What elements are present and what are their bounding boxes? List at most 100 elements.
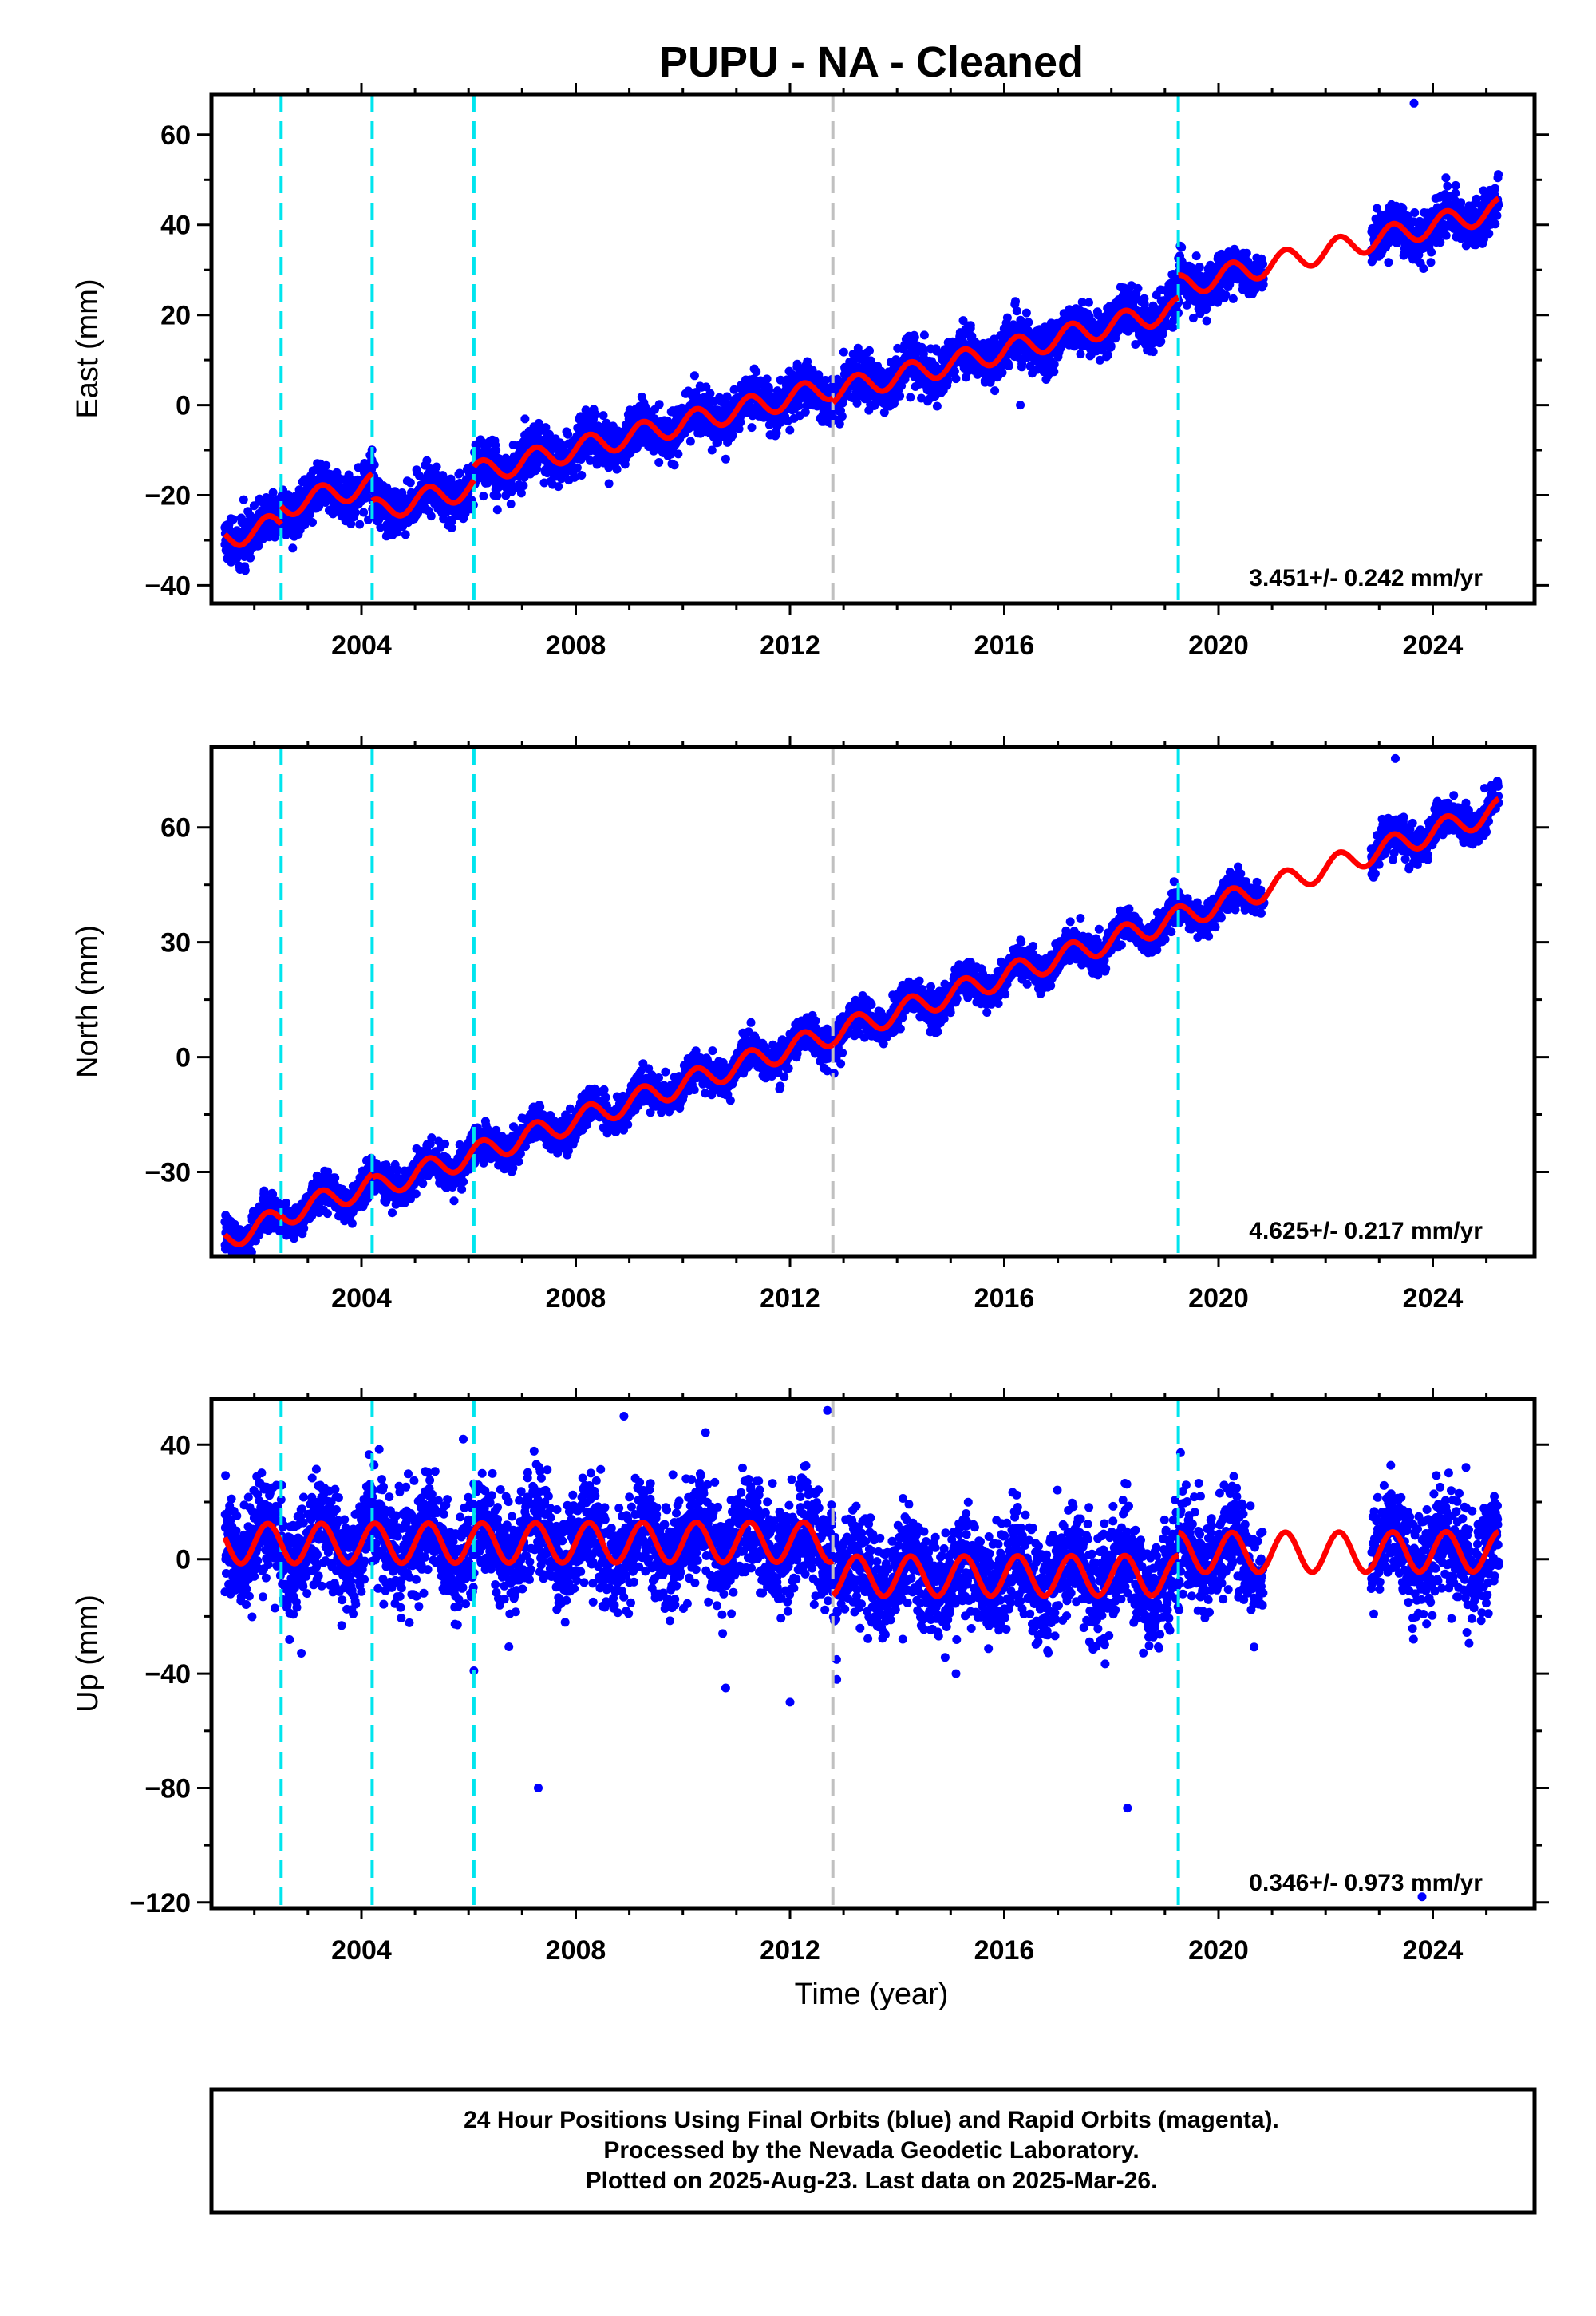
data-point bbox=[254, 541, 263, 551]
y-tick-label: −40 bbox=[144, 571, 191, 601]
data-point bbox=[359, 508, 369, 517]
data-point bbox=[1491, 219, 1500, 229]
data-point bbox=[705, 389, 715, 398]
data-point bbox=[736, 417, 745, 427]
data-point bbox=[1195, 263, 1204, 271]
data-point bbox=[612, 464, 622, 474]
data-point bbox=[1017, 359, 1027, 369]
data-point bbox=[1491, 184, 1499, 193]
x-tick-label: 2004 bbox=[331, 630, 392, 661]
data-point bbox=[563, 429, 573, 439]
data-point bbox=[722, 392, 732, 401]
data-point bbox=[1427, 247, 1436, 257]
data-point bbox=[837, 412, 847, 421]
data-point bbox=[268, 488, 278, 497]
data-point bbox=[685, 437, 695, 446]
data-point bbox=[839, 347, 848, 357]
data-point bbox=[405, 478, 415, 488]
x-tick-label: 2016 bbox=[974, 630, 1035, 661]
data-point bbox=[1441, 231, 1451, 240]
data-point bbox=[534, 418, 543, 428]
data-point bbox=[794, 401, 804, 411]
data-point bbox=[520, 414, 530, 424]
data-point bbox=[611, 457, 620, 467]
data-point bbox=[1106, 342, 1116, 351]
data-point bbox=[422, 456, 432, 465]
x-tick-label: 2020 bbox=[1188, 630, 1249, 661]
data-point bbox=[919, 330, 929, 340]
data-point bbox=[1148, 347, 1158, 357]
data-point bbox=[492, 491, 502, 500]
panels: 2004 2008 2012 2016 2020 2024−40−200204060Eas… bbox=[71, 83, 1549, 1966]
data-point bbox=[951, 374, 961, 384]
data-point bbox=[734, 424, 744, 433]
data-point bbox=[308, 518, 317, 527]
data-point bbox=[1492, 211, 1502, 220]
data-point bbox=[1002, 313, 1012, 322]
data-point bbox=[943, 377, 953, 386]
data-point bbox=[519, 481, 528, 491]
outlier-point bbox=[1409, 98, 1419, 108]
data-point bbox=[598, 411, 608, 421]
data-point bbox=[506, 500, 516, 508]
y-tick-label: −20 bbox=[144, 481, 191, 512]
data-point bbox=[897, 381, 907, 390]
data-point bbox=[346, 519, 356, 528]
data-point bbox=[1441, 173, 1451, 183]
data-point bbox=[228, 515, 238, 524]
data-point bbox=[382, 483, 392, 492]
data-point bbox=[674, 449, 683, 459]
data-point bbox=[1494, 170, 1503, 180]
data-point bbox=[990, 386, 1000, 396]
data-point bbox=[302, 517, 311, 527]
data-point bbox=[239, 1267, 247, 1276]
x-tick-label: 2008 bbox=[546, 630, 606, 661]
rate-label-east: 3.451+/- 0.242 mm/yr bbox=[1249, 565, 1483, 591]
panel-east: 2004 2008 2012 2016 2020 2024−40−200204060Eas… bbox=[71, 83, 1549, 661]
data-point bbox=[447, 516, 456, 526]
data-point bbox=[570, 472, 579, 482]
data-point bbox=[762, 374, 772, 384]
data-point bbox=[689, 371, 699, 381]
data-point bbox=[426, 512, 436, 521]
y-tick-label: 40 bbox=[160, 211, 191, 241]
data-point bbox=[966, 321, 975, 330]
data-point bbox=[1202, 316, 1211, 326]
data-point bbox=[1451, 180, 1460, 190]
data-point bbox=[1258, 259, 1267, 269]
data-point bbox=[604, 479, 614, 488]
data-point bbox=[1084, 298, 1093, 307]
plot-area-north bbox=[220, 747, 1503, 1276]
outlier-point bbox=[239, 495, 248, 504]
data-point bbox=[910, 333, 919, 342]
data-point bbox=[1103, 350, 1112, 360]
data-point bbox=[1011, 297, 1020, 306]
x-tick-label: 2024 bbox=[1403, 630, 1464, 661]
data-point bbox=[539, 478, 549, 488]
data-point bbox=[654, 400, 664, 409]
data-point bbox=[1436, 238, 1445, 247]
data-point bbox=[772, 386, 782, 396]
data-point bbox=[1443, 181, 1452, 191]
data-point bbox=[998, 368, 1007, 377]
data-point bbox=[835, 419, 844, 429]
data-point bbox=[431, 469, 440, 478]
data-point bbox=[772, 429, 781, 438]
data-point bbox=[1419, 264, 1428, 273]
data-point bbox=[1242, 248, 1251, 258]
data-point bbox=[288, 543, 298, 553]
data-point bbox=[785, 425, 795, 435]
data-point bbox=[1258, 279, 1268, 289]
data-point bbox=[950, 366, 959, 376]
data-point bbox=[820, 376, 830, 385]
data-point bbox=[1426, 258, 1436, 267]
data-point bbox=[447, 524, 456, 532]
chart-title: PUPU - NA - Cleaned bbox=[659, 38, 1084, 86]
data-point bbox=[701, 382, 711, 392]
data-point bbox=[1451, 188, 1460, 198]
data-point bbox=[492, 505, 502, 515]
data-point bbox=[1004, 362, 1013, 370]
data-point bbox=[591, 409, 600, 419]
